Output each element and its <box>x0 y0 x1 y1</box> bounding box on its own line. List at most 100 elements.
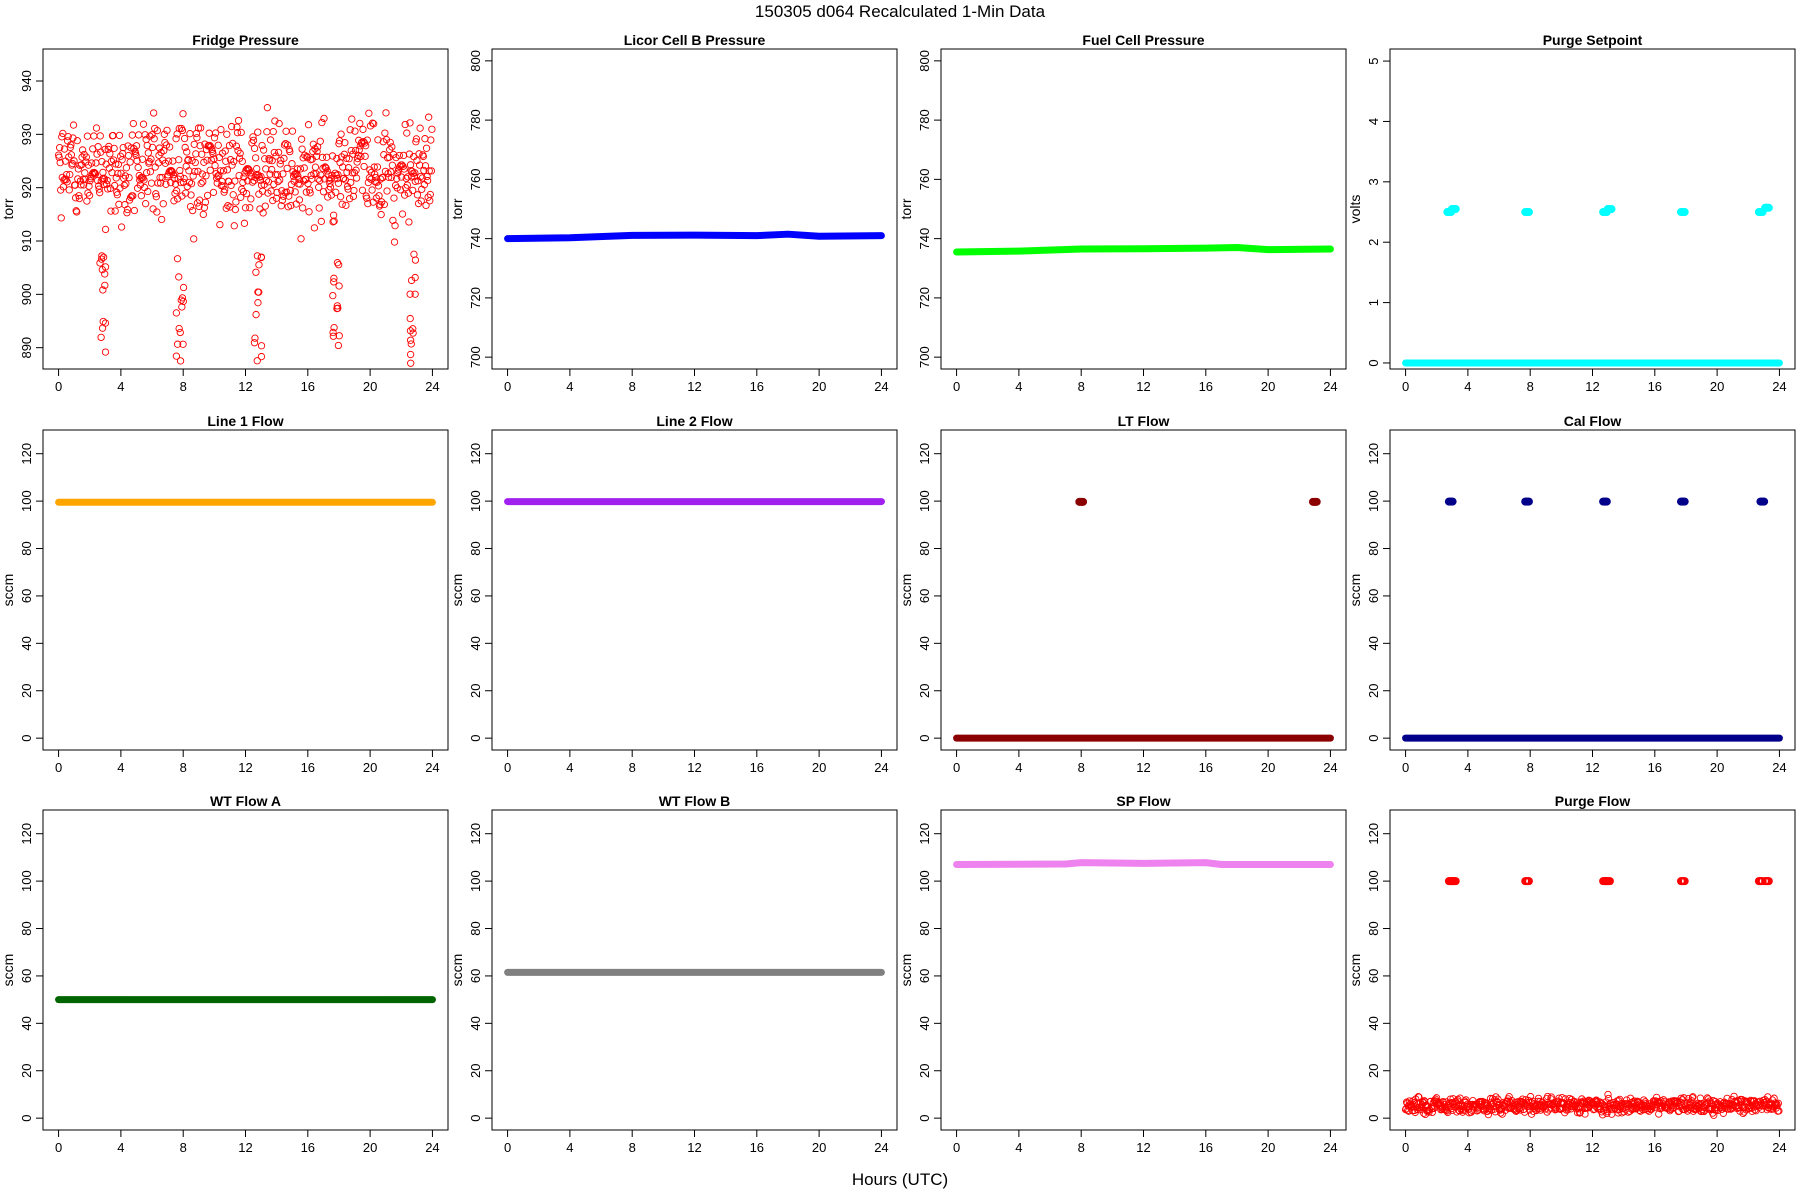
data-point <box>278 196 287 204</box>
data-point <box>1617 1099 1625 1108</box>
data-point <box>152 190 160 198</box>
panel-title: Fridge Pressure <box>192 32 299 48</box>
data-point <box>227 122 236 131</box>
data-point <box>1640 1096 1648 1104</box>
data-point <box>201 198 210 206</box>
data-point <box>383 187 391 195</box>
x-tick-label: 8 <box>1078 1140 1085 1155</box>
data-point <box>332 188 340 196</box>
data-point <box>223 130 231 138</box>
data-point <box>329 332 338 340</box>
data-point <box>401 191 409 199</box>
x-tick-label: 8 <box>180 760 187 775</box>
panel-title: SP Flow <box>1116 793 1170 809</box>
y-tick-label: 80 <box>468 921 483 935</box>
x-tick-label: 12 <box>238 379 252 394</box>
x-tick-label: 24 <box>425 1140 439 1155</box>
data-point <box>367 175 375 183</box>
y-tick-label: 920 <box>19 177 34 199</box>
y-tick-label: 120 <box>917 443 932 465</box>
data-point <box>348 169 356 177</box>
x-tick-label: 16 <box>750 379 764 394</box>
data-point <box>205 129 213 137</box>
x-tick-label: 12 <box>687 1140 701 1155</box>
data-point <box>139 120 148 128</box>
data-point <box>1444 1108 1452 1117</box>
y-axis-label: sccm <box>898 574 914 607</box>
data-point <box>224 202 232 210</box>
data-point <box>330 217 338 225</box>
data-point <box>55 153 63 161</box>
data-point <box>151 163 159 171</box>
x-tick-label: 0 <box>1402 760 1409 775</box>
data-point <box>407 340 415 348</box>
data-point <box>146 132 154 140</box>
data-point <box>70 157 78 165</box>
data-point <box>242 189 251 198</box>
data-point <box>427 167 436 175</box>
x-tick-label: 16 <box>1199 1140 1213 1155</box>
data-point <box>409 186 417 195</box>
data-point <box>348 115 356 123</box>
data-point <box>129 192 137 200</box>
data-point <box>117 223 126 231</box>
data-point <box>251 154 260 162</box>
data-point <box>143 141 151 150</box>
panel-wt-flow-a: WT Flow A 0 4 8 12 16 20 24 0 20 40 60 80 100 120 sccm <box>0 793 449 1155</box>
data-point <box>235 171 243 180</box>
data-point <box>233 123 241 131</box>
data-point <box>255 261 263 269</box>
data-point <box>192 150 200 158</box>
data-point <box>136 181 144 189</box>
data-point <box>197 179 205 188</box>
data-point <box>335 137 344 145</box>
data-point <box>1680 497 1689 506</box>
plot-frame <box>42 429 449 751</box>
data-point <box>363 194 371 202</box>
data-point <box>388 161 397 169</box>
y-tick-label: 100 <box>1366 490 1381 512</box>
data-point <box>249 133 257 141</box>
x-tick-label: 12 <box>1585 379 1599 394</box>
data-point <box>425 113 433 121</box>
data-point <box>1604 1094 1613 1103</box>
plot-frame <box>42 48 449 370</box>
data-point <box>78 146 87 154</box>
data-point <box>336 193 345 201</box>
y-tick-label: 890 <box>19 337 34 359</box>
data-point <box>215 171 223 180</box>
data-point <box>268 156 276 165</box>
data-point <box>101 281 109 290</box>
data-point <box>1620 1108 1628 1116</box>
data-point <box>306 189 314 197</box>
data-point <box>228 161 236 169</box>
x-tick-label: 24 <box>1323 379 1337 394</box>
data-point <box>333 302 341 310</box>
data-point <box>335 282 343 290</box>
y-tick-label: 0 <box>468 1115 483 1122</box>
data-point <box>275 119 283 128</box>
data-point <box>96 132 104 140</box>
x-tick-label: 20 <box>1710 379 1724 394</box>
data-point <box>282 127 290 135</box>
data-point <box>225 177 233 186</box>
data-point <box>283 164 291 173</box>
x-tick-label: 8 <box>180 379 187 394</box>
data-point <box>141 131 149 139</box>
data-point <box>280 154 288 162</box>
data-point <box>399 151 408 160</box>
x-tick-label: 16 <box>750 760 764 775</box>
y-tick-label: 910 <box>19 230 34 252</box>
data-point <box>266 136 275 144</box>
y-tick-label: 0 <box>917 735 932 742</box>
y-tick-label: 20 <box>917 1064 932 1078</box>
data-point <box>333 259 342 267</box>
data-point <box>211 161 219 170</box>
data-point <box>83 132 92 140</box>
data-point <box>232 198 240 206</box>
data-series-line <box>953 859 1334 869</box>
data-point <box>406 314 414 323</box>
x-tick-label: 12 <box>1136 379 1150 394</box>
data-point <box>364 199 372 208</box>
